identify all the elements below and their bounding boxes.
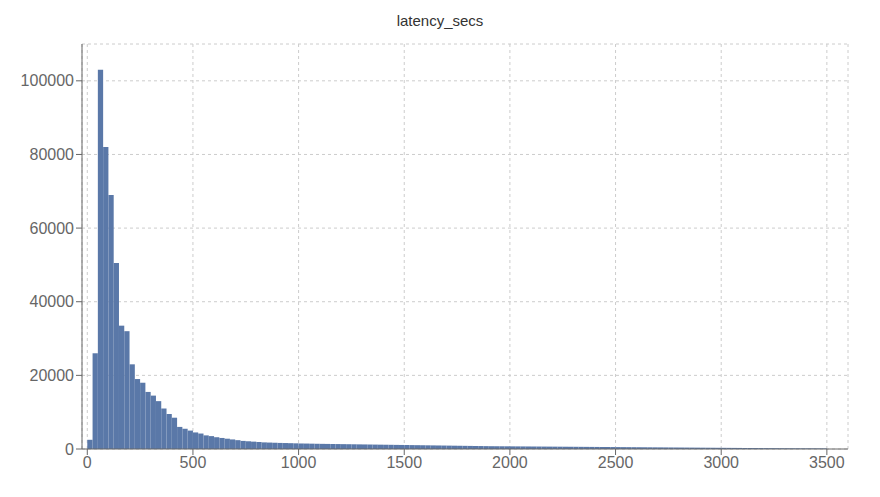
svg-text:100000: 100000 [21,72,74,89]
svg-text:0: 0 [65,441,74,458]
svg-text:0: 0 [83,454,92,471]
svg-text:3500: 3500 [809,454,845,471]
svg-text:80000: 80000 [30,146,75,163]
svg-text:1500: 1500 [386,454,422,471]
svg-text:1000: 1000 [281,454,317,471]
svg-text:2000: 2000 [492,454,528,471]
svg-text:20000: 20000 [30,367,75,384]
svg-text:2500: 2500 [598,454,634,471]
html-text:latency_secs: latency_secs [396,12,484,29]
svg-text:500: 500 [180,454,207,471]
svg-text:3000: 3000 [703,454,739,471]
svg-text:60000: 60000 [30,220,75,237]
svg-text:40000: 40000 [30,293,75,310]
